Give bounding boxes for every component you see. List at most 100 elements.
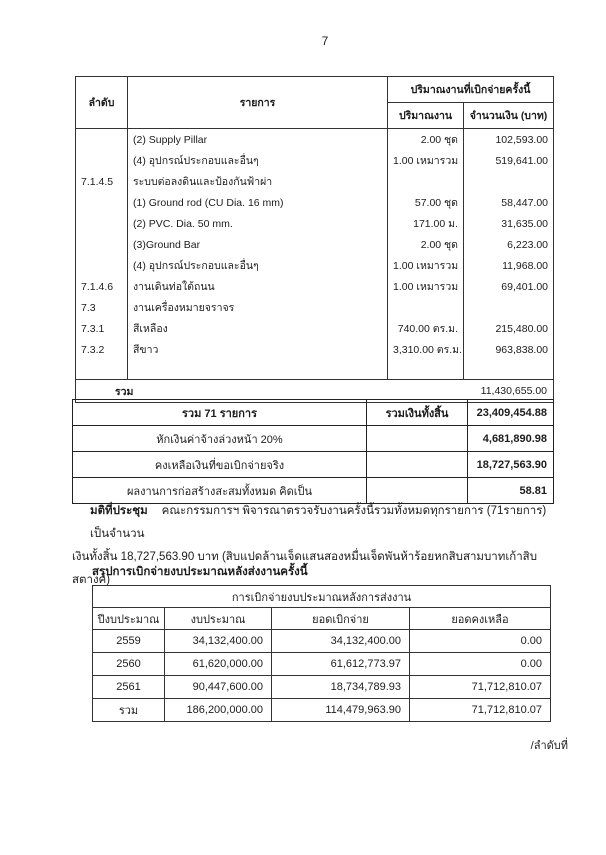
table-row: 2560 61,620,000.00 61,612,773.97 0.00 (92, 652, 552, 676)
cell-amount: 6,223.00 (462, 234, 554, 255)
meeting-resolution: มติที่ประชุม คณะกรรมการฯ พิจารณาตรวจรับงา… (72, 500, 556, 592)
cell-amount: 215,480.00 (462, 318, 554, 339)
disbursement-items-table: ลำดับ รายการ ปริมาณงานที่เบิกจ่ายครั้งนี… (75, 76, 555, 403)
col-header-amount: จำนวนเงิน (บาท) (462, 102, 555, 129)
cell-order: 7.1.4.5 (81, 175, 114, 188)
cell-remaining: 0.00 (408, 652, 552, 676)
cell-order: 7.1.4.6 (81, 280, 114, 293)
resolution-label: มติที่ประชุม (90, 505, 148, 517)
cell-label: ผลงานการก่อสร้างสะสมทั้งหมด คิดเป็น (72, 477, 367, 504)
cell-amount: 23,409,454.88 (467, 399, 554, 426)
cell-disbursed: 61,612,773.97 (271, 652, 410, 676)
table-total-row: รวม 186,200,000.00 114,479,963.90 71,712… (92, 698, 552, 722)
cell-qty: 3,310.00 ตร.ม. (387, 339, 464, 360)
col-header-order: ลำดับ (75, 76, 128, 129)
cell-amount: 58,447.00 (462, 192, 554, 213)
spacer-row (76, 360, 554, 380)
cell-item: งานเดินท่อใต้ถนน (127, 276, 388, 297)
table-row: 2561 90,447,600.00 18,734,789.93 71,712,… (92, 675, 552, 699)
col-header-qty: ปริมาณงาน (387, 102, 464, 129)
cell-item: งานเครื่องหมายจราจร (127, 297, 388, 318)
cell-remaining: 0.00 (408, 629, 552, 653)
cell-label: คงเหลือเงินที่ขอเบิกจ่ายจริง (72, 451, 367, 478)
cell-item: (2) PVC. Dia. 50 mm. (127, 213, 388, 234)
cell-label: หักเงินค่าจ้างล่วงหน้า 20% (72, 425, 367, 452)
table-subheader-row: ปริมาณงาน จำนวนเงิน (บาท) (76, 102, 555, 129)
cell-item: สีเหลือง (127, 318, 388, 339)
cell-amount: 102,593.00 (462, 128, 554, 150)
cell-amount: 69,401.00 (462, 276, 554, 297)
cell-amount (462, 297, 554, 318)
table-row: 7.1.4.5 ระบบต่อลงดินและป้องกันฟ้าผ่า (76, 171, 554, 192)
col-header-item: รายการ (127, 76, 388, 129)
col-header-disbursed: ยอดเบิกจ่าย (271, 607, 410, 630)
cell-year: 2559 (92, 629, 165, 653)
table-row: (3)Ground Bar 2.00 ชุด 6,223.00 (76, 234, 554, 255)
cell-year: 2561 (92, 675, 165, 699)
cell-amount (462, 171, 554, 192)
cell-order (76, 129, 128, 151)
table-row: 7.3.1 สีเหลือง 740.00 ตร.ม. 215,480.00 (76, 318, 554, 339)
grand-total-table: รวม 71 รายการ รวมเงินทั้งสิ้น 23,409,454… (72, 399, 554, 504)
resolution-line1: คณะกรรมการฯ พิจารณาตรวจรับงานครั้งนี้รวม… (90, 505, 547, 540)
cell-year: 2560 (92, 652, 165, 676)
cell-order: 7.3.1 (81, 322, 105, 335)
cell-amount: 519,641.00 (462, 150, 554, 171)
cell-year: รวม (92, 698, 165, 722)
table-row: ผลงานการก่อสร้างสะสมทั้งหมด คิดเป็น 58.8… (72, 477, 554, 504)
cell-qty: 171.00 ม. (387, 213, 464, 234)
cell-middle: รวมเงินทั้งสิ้น (366, 399, 468, 426)
cell-amount: 58.81 (467, 477, 554, 504)
cell-remaining: 71,712,810.07 (408, 698, 552, 722)
table-row: หักเงินค่าจ้างล่วงหน้า 20% 4,681,890.98 (72, 425, 554, 452)
cell-amount: 18,727,563.90 (467, 451, 554, 478)
table-row: คงเหลือเงินที่ขอเบิกจ่ายจริง 18,727,563.… (72, 451, 554, 478)
cell-middle (366, 425, 468, 452)
page-number: 7 (321, 34, 329, 48)
col-header-year: ปีงบประมาณ (92, 607, 165, 630)
resolution-line2: เงินทั้งสิ้น 18,727,563.90 บาท (สิบแปดล้… (72, 551, 538, 586)
table-title-row: การเบิกจ่ายงบประมาณหลังการส่งงาน (91, 585, 552, 608)
total-label: รวม (115, 385, 134, 398)
cell-order (76, 213, 128, 234)
cell-item: (1) Ground rod (CU Dia. 16 mm) (127, 192, 388, 213)
cell-amount: 963,838.00 (462, 339, 554, 360)
cell-item: สีขาว (127, 339, 388, 360)
cell-order: 7.3 (81, 301, 96, 314)
cell-item: (2) Supply Pillar (127, 128, 388, 150)
cell-order (76, 234, 128, 255)
table-row: (4) อุปกรณ์ประกอบและอื่นๆ 1.00 เหมารวม 1… (76, 255, 554, 276)
cell-qty: 1.00 เหมารวม (387, 150, 464, 171)
table-row: (4) อุปกรณ์ประกอบและอื่นๆ 1.00 เหมารวม 5… (76, 150, 554, 171)
cell-middle (366, 451, 468, 478)
col-header-budget: งบประมาณ (164, 607, 272, 630)
cell-order: 7.3.2 (81, 343, 105, 356)
cell-order (76, 150, 128, 171)
cell-qty: 2.00 ชุด (387, 234, 464, 255)
table-title: การเบิกจ่ายงบประมาณหลังการส่งงาน (91, 585, 552, 608)
cell-amount: 11,968.00 (462, 255, 554, 276)
cell-item: ระบบต่อลงดินและป้องกันฟ้าผ่า (127, 171, 388, 192)
cell-budget: 61,620,000.00 (164, 652, 272, 676)
total-amount: 11,430,655.00 (480, 385, 548, 397)
cell-amount: 4,681,890.98 (467, 425, 554, 452)
table-row: (2) Supply Pillar 2.00 ชุด 102,593.00 (76, 128, 554, 151)
cell-label: รวม 71 รายการ (72, 399, 367, 426)
cell-item: (4) อุปกรณ์ประกอบและอื่นๆ (127, 255, 388, 276)
col-header-group: ปริมาณงานที่เบิกจ่ายครั้งนี้ (386, 76, 555, 103)
table-header-row: ลำดับ รายการ ปริมาณงานที่เบิกจ่ายครั้งนี… (75, 76, 555, 129)
budget-summary-table: การเบิกจ่ายงบประมาณหลังการส่งงาน ปีงบประ… (91, 585, 552, 722)
table-row: (1) Ground rod (CU Dia. 16 mm) 57.00 ชุด… (76, 192, 554, 213)
cell-qty: 740.00 ตร.ม. (387, 318, 464, 339)
cell-qty: 1.00 เหมารวม (387, 276, 464, 297)
table-row: 2559 34,132,400.00 34,132,400.00 0.00 (92, 629, 552, 653)
cell-order (76, 192, 128, 213)
cell-item: (4) อุปกรณ์ประกอบและอื่นๆ (127, 150, 388, 171)
cell-disbursed: 114,479,963.90 (271, 698, 410, 722)
cell-item: (3)Ground Bar (127, 234, 388, 255)
cell-amount: 31,635.00 (462, 213, 554, 234)
table-row: 7.1.4.6 งานเดินท่อใต้ถนน 1.00 เหมารวม 69… (76, 276, 554, 297)
cell-qty (387, 171, 464, 192)
cell-qty: 1.00 เหมารวม (387, 255, 464, 276)
